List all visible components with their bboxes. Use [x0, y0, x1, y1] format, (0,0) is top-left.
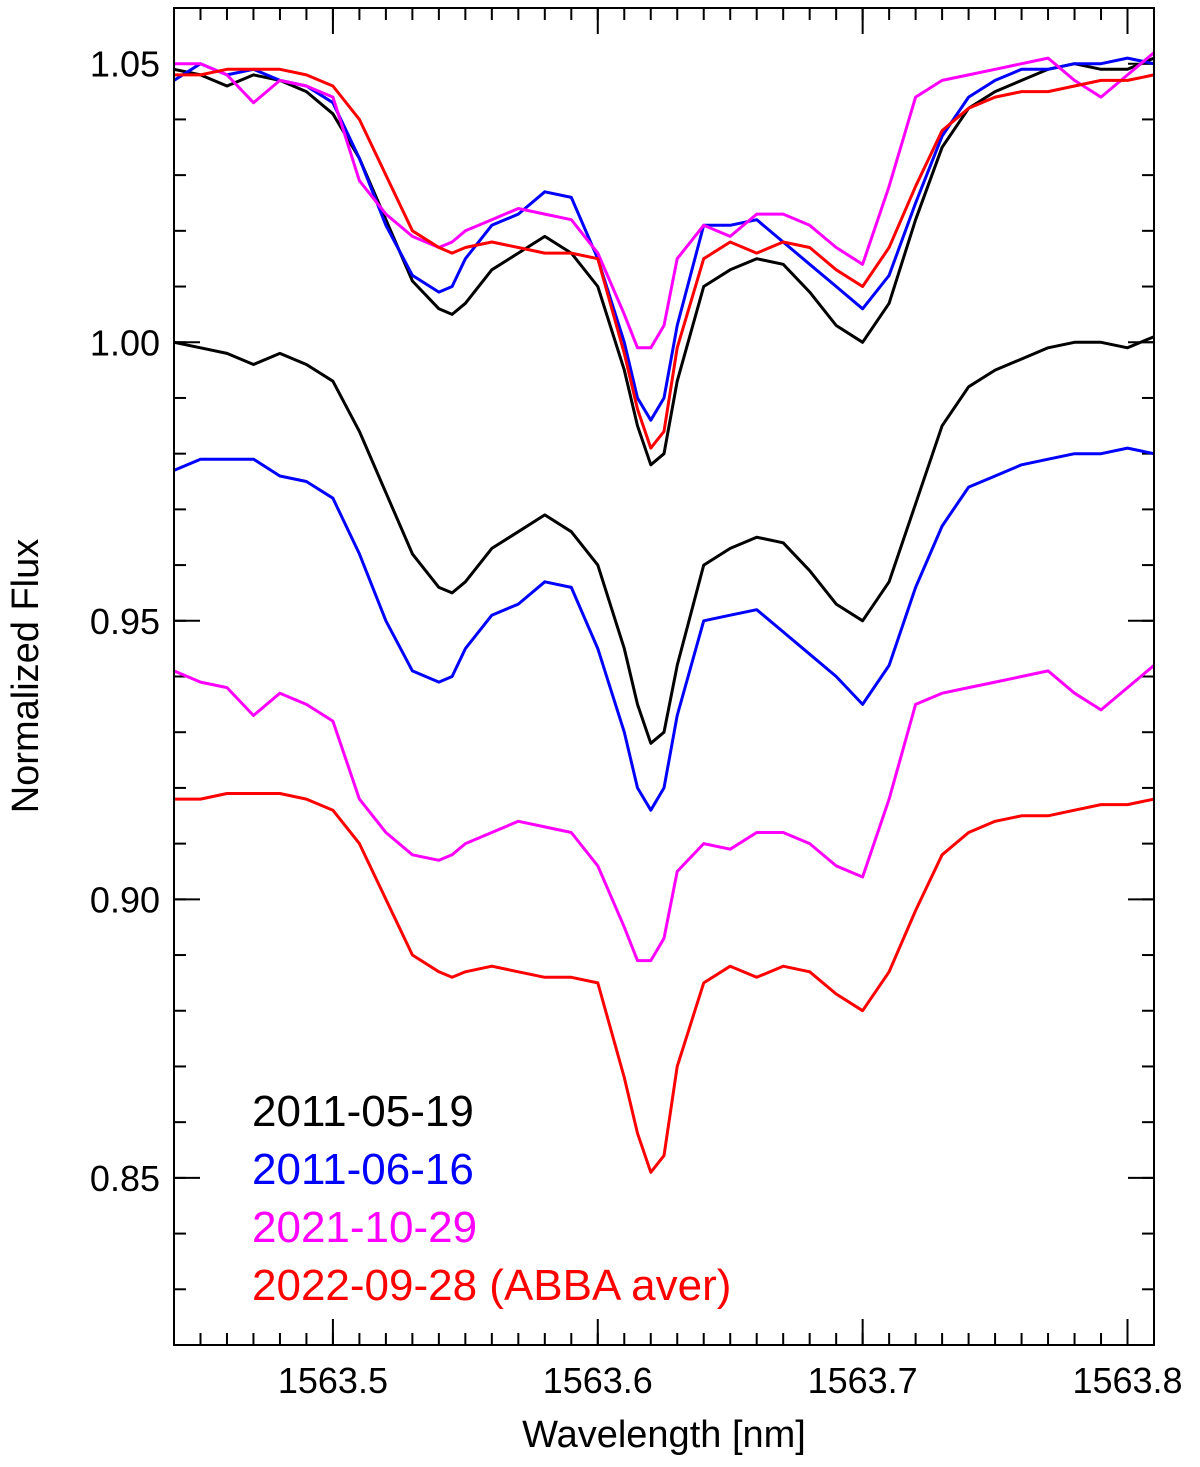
legend-entry: 2022-09-28 (ABBA aver) — [252, 1261, 731, 1310]
legend-entry: 2011-06-16 — [252, 1145, 474, 1194]
legend: 2011-05-19 2011-06-16 2021-10-29 2022-09-28… — [252, 1087, 731, 1310]
plot-frame — [173, 7, 1155, 1346]
y-tick-label: 0.90 — [90, 879, 160, 920]
y-tick-label: 0.85 — [90, 1158, 160, 1199]
series-line — [174, 792, 1155, 1174]
y-tick-label: 0.95 — [90, 601, 160, 642]
series-line — [174, 51, 1155, 350]
x-tick-label: 1563.6 — [543, 1360, 653, 1401]
y-tick-label: 1.05 — [90, 44, 160, 85]
series-line — [173, 335, 1155, 745]
tick-labels: 1563.5 1563.6 1563.7 1563.8 0.85 0.90 0.95 1.00… — [90, 44, 1183, 1401]
x-tick-label: 1563.8 — [1072, 1360, 1182, 1401]
series-line — [174, 67, 1155, 450]
series-line — [173, 446, 1155, 812]
series-layer — [173, 51, 1155, 1174]
legend-entry: 2011-05-19 — [252, 1087, 474, 1136]
x-tick-label: 1563.5 — [278, 1360, 388, 1401]
legend-entry: 2021-10-29 — [252, 1203, 477, 1252]
y-tick-label: 1.00 — [90, 322, 160, 363]
x-tick-label: 1563.7 — [808, 1360, 918, 1401]
series-line — [173, 56, 1155, 422]
y-axis-title: Normalized Flux — [5, 539, 47, 814]
series-line — [173, 664, 1155, 963]
x-axis-title: Wavelength [nm] — [522, 1414, 806, 1456]
series-line — [173, 56, 1155, 467]
